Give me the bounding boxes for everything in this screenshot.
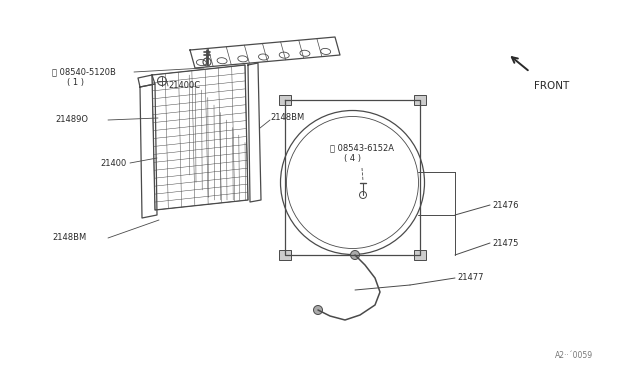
Circle shape <box>314 305 323 314</box>
Text: Ⓢ 08540-5120B: Ⓢ 08540-5120B <box>52 67 116 77</box>
Circle shape <box>351 250 360 260</box>
Text: 21477: 21477 <box>457 273 483 282</box>
Text: A2··´0059: A2··´0059 <box>555 350 593 359</box>
Text: 21476: 21476 <box>492 201 518 209</box>
Text: ( 1 ): ( 1 ) <box>67 77 84 87</box>
Bar <box>414 250 426 260</box>
Text: ( 4 ): ( 4 ) <box>344 154 361 163</box>
Text: Ⓢ 08543-6152A: Ⓢ 08543-6152A <box>330 144 394 153</box>
Bar <box>414 95 426 105</box>
Text: 21400C: 21400C <box>168 81 200 90</box>
Text: 21400: 21400 <box>100 158 126 167</box>
Text: 21475: 21475 <box>492 238 518 247</box>
Text: 2148BM: 2148BM <box>52 234 86 243</box>
Bar <box>279 250 291 260</box>
Text: 2148BM: 2148BM <box>270 113 304 122</box>
Text: 21489O: 21489O <box>55 115 88 125</box>
Bar <box>279 95 291 105</box>
Text: FRONT: FRONT <box>534 81 569 91</box>
